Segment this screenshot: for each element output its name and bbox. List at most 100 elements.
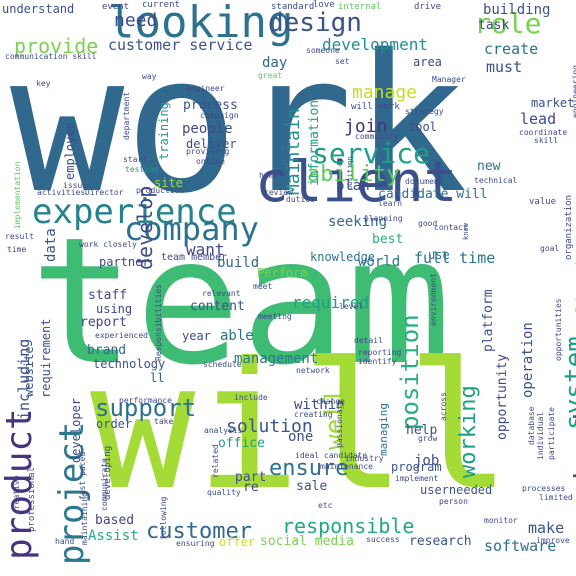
cloud-word-content: content xyxy=(190,299,245,314)
cloud-word-production: production xyxy=(136,186,185,195)
cloud-word-client: client xyxy=(255,150,458,215)
cloud-word-offer: offer xyxy=(219,535,256,549)
cloud-word-standard: standard xyxy=(271,2,315,12)
cloud-word-testing: testing xyxy=(125,165,159,174)
cloud-word-task: task xyxy=(478,18,510,33)
cloud-word-engineering: engineering xyxy=(571,65,576,118)
cloud-word-will: will xyxy=(90,326,512,529)
cloud-word-creating: creating xyxy=(294,410,333,419)
cloud-word-home: home xyxy=(259,171,279,180)
cloud-word-document: document xyxy=(405,177,444,186)
cloud-word-team: team xyxy=(30,201,452,404)
cloud-word-use: use xyxy=(428,248,450,262)
cloud-word-someone: someone xyxy=(306,46,340,55)
cloud-word-great: great xyxy=(258,71,283,80)
cloud-word-reporting: reporting xyxy=(358,348,402,357)
cloud-word-community: community xyxy=(355,132,399,141)
cloud-word-hand: hand xyxy=(55,537,75,546)
cloud-word-current: current xyxy=(142,0,180,10)
cloud-word-manage: manage xyxy=(352,82,418,103)
cloud-word-issue: issue xyxy=(63,181,88,190)
cloud-word-schedule: schedule xyxy=(203,360,242,369)
cloud-word-opportunities: opportunities xyxy=(554,298,563,361)
cloud-word-ensuring: ensuring xyxy=(176,539,215,548)
cloud-word-skill: skill xyxy=(534,136,559,145)
cloud-word-quality: quality xyxy=(207,488,241,497)
cloud-word-day: day xyxy=(262,55,288,71)
cloud-word-organization: organization xyxy=(564,194,574,260)
cloud-word-team-member: team member xyxy=(161,252,228,263)
cloud-word-required: required xyxy=(292,293,370,312)
cloud-word-include: include xyxy=(234,393,268,402)
cloud-word-environment: environment xyxy=(429,273,438,326)
cloud-word-activities: activities xyxy=(37,188,86,197)
cloud-word-solution: solution xyxy=(226,416,313,437)
cloud-word-processes: processes xyxy=(522,484,566,493)
cloud-word-position: position xyxy=(396,314,424,430)
cloud-word-start: start xyxy=(123,155,148,164)
cloud-word-related: related xyxy=(211,444,220,478)
cloud-word-work: work xyxy=(10,14,468,235)
cloud-word-tool: tool xyxy=(408,120,437,134)
cloud-word-need: need xyxy=(114,10,158,31)
cloud-word-full-time: full time xyxy=(414,249,496,267)
cloud-word-success: success xyxy=(366,535,400,544)
cloud-word-communication-skill: communication skill xyxy=(5,52,97,61)
cloud-word-operation: operation xyxy=(520,322,536,398)
cloud-word-software: software xyxy=(484,537,557,555)
cloud-word-planning: planning xyxy=(364,214,403,223)
cloud-word-join: join xyxy=(344,116,388,137)
cloud-word-engineer: engineer xyxy=(186,84,225,93)
cloud-word-sale: sale xyxy=(296,479,328,494)
cloud-word-customer-service: customer service xyxy=(108,36,253,54)
cloud-word-person: person xyxy=(439,497,468,506)
cloud-word-detail: detail xyxy=(354,336,383,345)
cloud-word-responsibilities: Responsibilities xyxy=(154,283,163,361)
cloud-word-time: time xyxy=(7,245,27,254)
cloud-word-social-media: social media xyxy=(260,534,354,549)
cloud-word-manager: Manager xyxy=(432,75,466,84)
cloud-word-value: value xyxy=(529,197,557,207)
cloud-word-system: system xyxy=(560,336,576,430)
cloud-word-area: area xyxy=(413,55,442,69)
cloud-word-able: able xyxy=(220,328,254,344)
cloud-word-know: know xyxy=(462,223,470,240)
cloud-word-ensure: ensure xyxy=(269,456,349,481)
cloud-word-part: part xyxy=(235,470,267,485)
cloud-word-one: one xyxy=(288,429,314,445)
cloud-word-director: Director xyxy=(85,188,124,197)
cloud-word-deliver: deliver xyxy=(186,137,237,151)
cloud-word-meeting: meeting xyxy=(258,312,292,321)
cloud-word-brand: brand xyxy=(87,343,127,358)
cloud-word-performance: performance xyxy=(119,396,172,405)
cloud-word-report: report xyxy=(80,315,127,330)
cloud-word-best: best xyxy=(372,232,404,247)
cloud-word-duties: duties xyxy=(286,195,315,204)
cloud-word-userneeded: userneeded xyxy=(420,483,493,497)
cloud-word-employee: employee xyxy=(63,122,77,180)
cloud-word-partner: partner xyxy=(99,255,150,269)
cloud-word-must: must xyxy=(486,58,523,76)
cloud-word-creative: creative xyxy=(12,475,21,514)
cloud-word-support: support xyxy=(95,394,197,422)
cloud-word-work-closely: work closely xyxy=(79,240,137,249)
cloud-word-understand: understand xyxy=(2,2,75,16)
cloud-word-relevant: relevant xyxy=(202,289,241,298)
cloud-word-position: position xyxy=(346,156,354,190)
cloud-word-build: build xyxy=(217,255,260,271)
cloud-word-professional: professional xyxy=(27,466,37,532)
cloud-word-across: across xyxy=(439,392,448,421)
cloud-word-maintain: Maintain xyxy=(283,108,304,195)
cloud-word-perform: Perform xyxy=(257,266,308,280)
cloud-word-maintaining: maintaining xyxy=(80,492,89,545)
cloud-word-company: company xyxy=(124,210,259,248)
cloud-word-role: role xyxy=(474,7,542,40)
cloud-word-job: job xyxy=(414,453,440,469)
cloud-word-review: review xyxy=(264,188,293,197)
cloud-word-provide: provide xyxy=(14,34,99,58)
cloud-word-year: year xyxy=(182,329,211,343)
cloud-word-limited: limited xyxy=(539,493,573,502)
cloud-word-department: department xyxy=(122,91,131,140)
cloud-word-managing: managing xyxy=(377,403,390,456)
cloud-word-training: training xyxy=(157,102,171,160)
